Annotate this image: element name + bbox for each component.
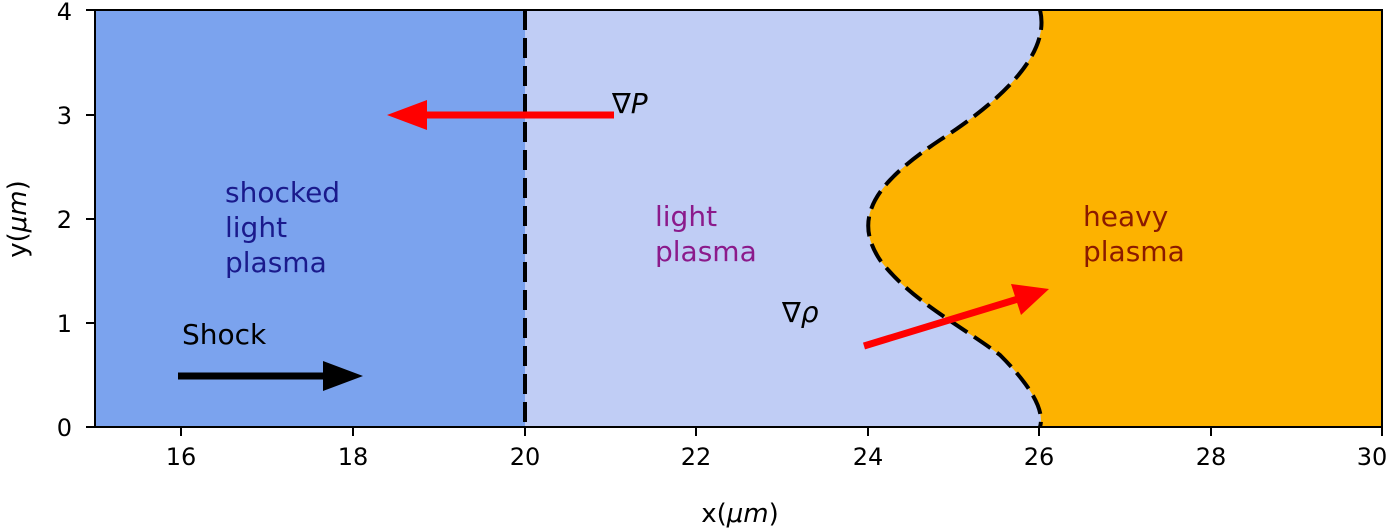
light-region-label: light plasma: [655, 200, 757, 268]
x-tick-label: 26: [1024, 443, 1055, 471]
grad-rho-label: ∇ρ: [781, 296, 819, 329]
x-tick-label: 18: [338, 443, 369, 471]
grad-p-label: ∇P: [611, 87, 648, 120]
x-tick-label: 28: [1196, 443, 1227, 471]
y-tick-label: 0: [57, 414, 72, 442]
x-axis: 16 18 20 22 24 26 28 30 x(μm): [166, 427, 1388, 529]
shock-arrow: [178, 361, 363, 391]
x-tick-label: 22: [681, 443, 712, 471]
heavy-plasma-region: [868, 10, 1382, 427]
x-tick-label: 16: [166, 443, 197, 471]
y-tick-label: 4: [57, 0, 72, 26]
y-tick-label: 2: [57, 206, 72, 234]
shocked-light-plasma-region: [95, 10, 525, 427]
shock-label: Shock: [182, 318, 267, 351]
shocked-region-label: shocked light plasma: [225, 176, 349, 279]
material-interface-line: [866, 10, 1044, 427]
x-axis-label: x(μm): [701, 499, 779, 529]
y-axis-label: y(μm): [3, 180, 33, 258]
density-gradient-arrow: [862, 284, 1049, 350]
y-tick-label: 3: [57, 102, 72, 130]
heavy-region-label: heavy plasma: [1083, 200, 1185, 268]
y-tick-label: 1: [57, 310, 72, 338]
pressure-gradient-arrow: [387, 100, 614, 130]
x-tick-label: 24: [853, 443, 884, 471]
x-tick-label: 30: [1357, 443, 1388, 471]
x-tick-label: 20: [510, 443, 541, 471]
y-axis: 0 1 2 3 4 y(μm): [3, 0, 95, 442]
